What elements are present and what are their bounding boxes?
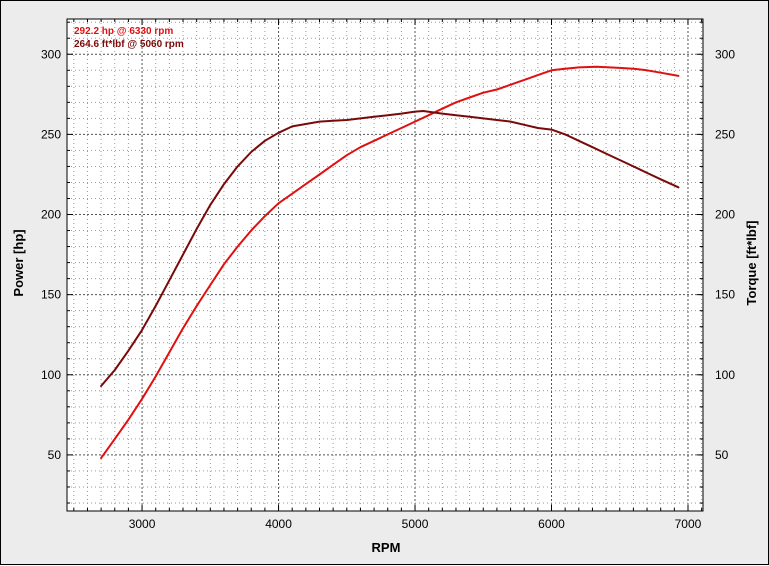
power-curve [100,65,680,460]
y-tick-label: 50 [48,448,62,462]
peak-power-annotation: 292.2 hp @ 6330 rpm [74,26,173,37]
tick-labels: 3000 4000 5000 6000 7000 50 100 150 200 250 300 50 1… [41,47,735,531]
y2-tick-label: 200 [715,208,735,222]
y-tick-label: 150 [41,288,61,302]
y2-tick-label: 300 [715,47,735,61]
y-tick-label: 200 [41,208,61,222]
y-tick-label: 300 [41,47,61,61]
y2-tick-label: 150 [715,288,735,302]
series-lines [100,65,680,460]
y2-axis-title: Torque [ft*lbf] [744,221,759,306]
y-tick-label: 250 [41,127,61,141]
x-tick-label: 4000 [265,517,292,531]
x-tick-label: 5000 [402,517,429,531]
y-axis-title: Power [hp] [11,229,26,296]
axis-ticks [67,19,703,511]
x-tick-label: 3000 [129,517,156,531]
peak-torque-annotation: 264.6 ft*lbf @ 5060 rpm [74,39,184,50]
plot-area [66,18,704,512]
x-tick-label: 7000 [675,517,702,531]
y2-tick-label: 100 [715,368,735,382]
torque-curve [100,110,680,387]
y-tick-label: 100 [41,368,61,382]
y2-tick-label: 250 [715,127,735,141]
grid [67,19,703,511]
x-axis-title: RPM [372,540,401,555]
y2-tick-label: 50 [715,448,729,462]
x-tick-label: 6000 [538,517,565,531]
